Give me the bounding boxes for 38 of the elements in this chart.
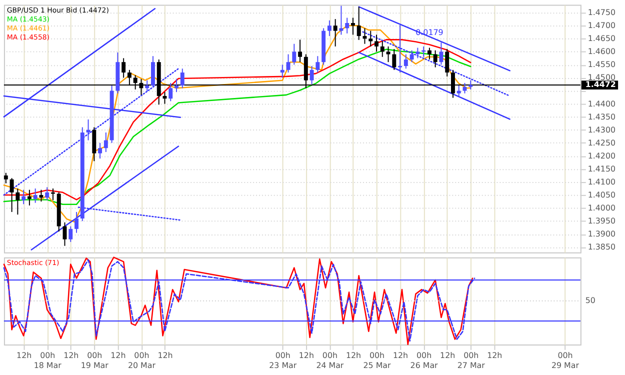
x-tick-label: 12h [346, 350, 362, 360]
y-tick-label: 1.4200 [588, 151, 616, 160]
x-tick-label: 00h 29 Mar [551, 350, 580, 370]
y-tick-label: 1.4300 [588, 125, 616, 134]
y-tick-label: 1.3850 [588, 242, 616, 252]
x-tick-label: 12h [16, 350, 32, 360]
y-tick-label: 1.3950 [588, 216, 616, 226]
x-tick-label: 00h 18 Mar [34, 350, 62, 370]
x-tick-label: 12h [110, 350, 126, 360]
ref-line-label: 50 [585, 296, 596, 305]
y-tick-label: 1.4050 [588, 190, 616, 200]
y-tick-label: 1.4650 [588, 34, 616, 44]
x-tick-label: 00h 23 Mar [269, 350, 298, 370]
y-tick-label: 1.4550 [588, 60, 616, 70]
x-tick-label: 12h [392, 350, 408, 360]
y-tick-label: 1.4350 [588, 112, 616, 122]
x-tick-label: 12h [298, 350, 314, 360]
y-tick-label: 1.4100 [588, 177, 616, 186]
x-tick-label: 00h 25 Mar [363, 350, 392, 370]
x-tick-label: 00h 26 Mar [410, 350, 439, 370]
x-tick-label: 00h 19 Mar [80, 350, 110, 370]
x-tick-label: 12h [487, 350, 502, 360]
x-tick-label: 12h [64, 350, 79, 360]
x-tick-label: 00h 27 Mar [457, 350, 486, 370]
y-tick-label: 1.4000 [588, 204, 616, 213]
x-tick-label: 00h 24 Mar [316, 350, 344, 370]
x-tick-label: 00h 20 Mar [128, 350, 156, 370]
y-tick-label: 1.3900 [588, 230, 616, 239]
y-tick-label: 1.4600 [588, 47, 616, 56]
y-tick-label: 1.4150 [588, 164, 616, 174]
y-tick-label: 1.4700 [588, 21, 616, 30]
y-tick-label: 1.4750 [588, 8, 616, 18]
ref-line-label: 1.4472 [585, 80, 616, 90]
y-tick-label: 1.4250 [588, 138, 616, 148]
y-tick-label: 1.4400 [588, 99, 616, 108]
y-tick-label: 1.4500 [588, 73, 616, 82]
x-tick-label: 12h [440, 350, 456, 360]
x-tick-label: 12h [158, 350, 173, 360]
